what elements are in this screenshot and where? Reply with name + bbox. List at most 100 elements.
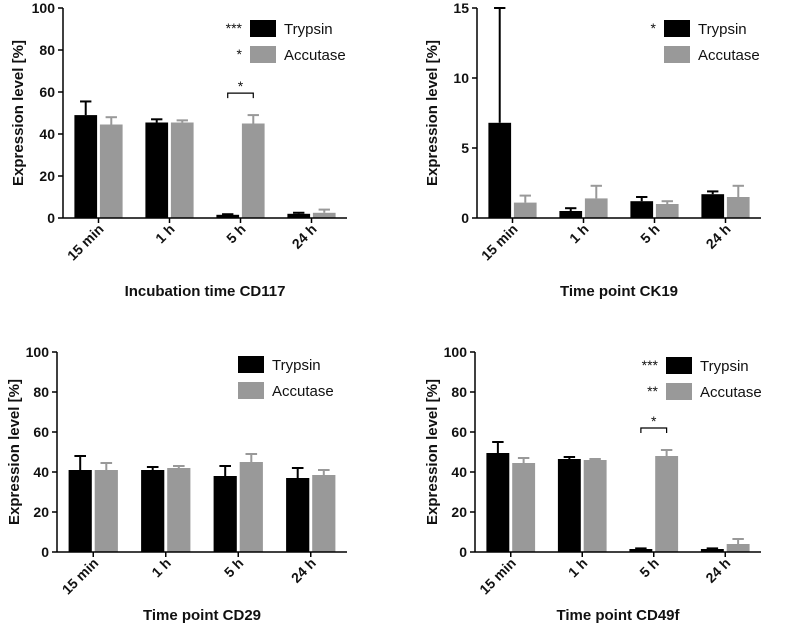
legend-label-trypsin: Trypsin	[700, 358, 749, 375]
y-tick-label: 40	[451, 464, 467, 480]
legend-swatch-trypsin	[664, 20, 690, 37]
bar-trypsin-5h	[216, 214, 240, 218]
chart-title: Time point CK19	[560, 283, 678, 300]
y-tick-label: 0	[459, 544, 467, 560]
legend-swatch-accutase	[666, 383, 692, 400]
bar-accutase-15min	[513, 202, 537, 218]
chart-title: Incubation time CD117	[125, 283, 286, 300]
y-tick-label: 80	[39, 42, 55, 58]
bar-accutase-1h	[584, 198, 608, 218]
bar-trypsin-24h	[286, 478, 310, 552]
y-tick-label: 20	[33, 504, 49, 520]
y-axis-label: Expression level [%]	[424, 379, 441, 525]
legend-label-accutase: Accutase	[284, 47, 346, 64]
bar-trypsin-24h	[700, 549, 724, 552]
x-tick-label: 24 h	[288, 555, 319, 586]
y-tick-label: 20	[451, 504, 467, 520]
chart-title: Time point CD49f	[556, 607, 680, 624]
bar-trypsin-15min	[74, 115, 98, 218]
bar-trypsin-24h	[701, 194, 725, 218]
legend-significance-trypsin: *	[651, 20, 657, 36]
bar-trypsin-24h	[287, 213, 311, 218]
y-tick-label: 0	[47, 210, 55, 226]
legend-swatch-accutase	[238, 382, 264, 399]
bar-accutase-5h	[655, 204, 679, 218]
bar-trypsin-1h	[141, 470, 165, 552]
legend-label-accutase: Accutase	[700, 384, 762, 401]
x-tick-label: 24 h	[288, 221, 319, 252]
bar-trypsin-1h	[145, 122, 169, 218]
y-tick-label: 20	[39, 168, 55, 184]
x-tick-label: 5 h	[221, 555, 247, 581]
legend-significance-trypsin: ***	[226, 20, 243, 36]
y-tick-label: 60	[39, 84, 55, 100]
bar-accutase-15min	[99, 124, 123, 218]
y-tick-label: 80	[33, 384, 49, 400]
bar-accutase-5h	[655, 456, 679, 552]
bar-trypsin-5h	[629, 549, 653, 552]
y-tick-label: 5	[461, 140, 469, 156]
legend-significance-accutase: **	[647, 383, 658, 399]
chart-panel-1: 15 min 1 h 5 h * 24 h 0 20 40 60 80 100 Expression …	[10, 0, 347, 300]
x-tick-label: 1 h	[148, 555, 174, 581]
significance-bracket	[640, 427, 668, 433]
legend-significance-accutase: *	[237, 46, 243, 62]
bar-accutase-5h	[241, 123, 265, 218]
chart-title: Time point CD29	[143, 607, 261, 624]
y-tick-label: 0	[461, 210, 469, 226]
bar-accutase-1h	[583, 460, 607, 552]
x-tick-label: 1 h	[566, 221, 592, 247]
y-tick-label: 0	[41, 544, 49, 560]
x-tick-label: 1 h	[152, 221, 178, 247]
legend-label-trypsin: Trypsin	[698, 21, 747, 38]
x-tick-label: 5 h	[223, 221, 249, 247]
chart-panel-4: 15 min 1 h 5 h * 24 h 0 20 40 60 80 100 Expression …	[424, 344, 762, 624]
significance-star: *	[238, 78, 244, 94]
legend-label-accutase: Accutase	[272, 383, 334, 400]
bar-accutase-24h	[312, 475, 336, 552]
bar-accutase-5h	[239, 462, 263, 552]
legend-swatch-trypsin	[666, 357, 692, 374]
legend-label-trypsin: Trypsin	[284, 21, 333, 38]
bar-trypsin-15min	[68, 470, 92, 552]
y-tick-label: 60	[451, 424, 467, 440]
bar-trypsin-1h	[559, 211, 583, 218]
x-tick-label: 1 h	[565, 555, 591, 581]
bar-accutase-1h	[170, 122, 194, 218]
bar-accutase-1h	[167, 468, 191, 552]
y-tick-label: 40	[33, 464, 49, 480]
y-tick-label: 15	[453, 0, 469, 16]
x-tick-label: 15 min	[476, 555, 519, 598]
chart-panel-2: 15 min 1 h 5 h 24 h 0 5 10 15 Expression level […	[424, 0, 761, 300]
legend-label-accutase: Accutase	[698, 47, 760, 64]
x-tick-label: 5 h	[636, 555, 662, 581]
bar-trypsin-15min	[488, 122, 512, 218]
bar-trypsin-5h	[630, 201, 654, 218]
y-tick-label: 60	[33, 424, 49, 440]
bar-accutase-15min	[512, 463, 536, 552]
x-tick-label: 5 h	[637, 221, 663, 247]
bar-accutase-15min	[94, 470, 118, 552]
bar-trypsin-1h	[557, 459, 581, 552]
significance-bracket	[227, 92, 254, 99]
x-tick-label: 15 min	[478, 221, 521, 264]
legend-swatch-trypsin	[250, 20, 276, 37]
y-axis-label: Expression level [%]	[424, 40, 441, 186]
y-tick-label: 100	[444, 344, 468, 360]
significance-star: *	[651, 413, 657, 429]
x-tick-label: 24 h	[702, 555, 733, 586]
y-tick-label: 40	[39, 126, 55, 142]
y-tick-label: 100	[26, 344, 50, 360]
bar-accutase-24h	[312, 212, 336, 219]
y-tick-label: 80	[451, 384, 467, 400]
legend-swatch-accutase	[250, 46, 276, 63]
y-tick-label: 10	[453, 70, 469, 86]
x-tick-label: 24 h	[702, 221, 733, 252]
chart-panel-3: 15 min 1 h 5 h 24 h 0 20 40 60 80 100 Expression l…	[6, 344, 347, 624]
y-tick-label: 100	[32, 0, 56, 16]
legend-swatch-accutase	[664, 46, 690, 63]
bar-accutase-24h	[726, 544, 750, 552]
bar-trypsin-15min	[486, 453, 510, 552]
